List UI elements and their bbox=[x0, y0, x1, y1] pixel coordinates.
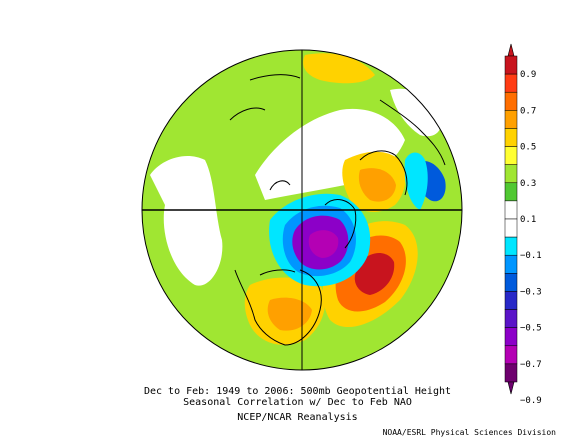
colorbar-top-arrow bbox=[507, 43, 515, 57]
colorbar-cell bbox=[504, 218, 518, 238]
colorbar-cell bbox=[504, 345, 518, 365]
credit-text: NOAA/ESRL Physical Sciences Division bbox=[382, 428, 556, 437]
field-negative-max bbox=[308, 230, 339, 258]
colorbar-cell bbox=[504, 309, 518, 328]
caption-title: Dec to Feb: 1949 to 2006: 500mb Geopoten… bbox=[143, 386, 452, 397]
colorbar-cell bbox=[504, 146, 518, 165]
colorbar-cell bbox=[504, 236, 518, 256]
colorbar-cell bbox=[504, 128, 518, 147]
colorbar-tick-label: 0.1 bbox=[520, 215, 536, 225]
colorbar-tick-label: −0.5 bbox=[520, 324, 542, 334]
field-negative-asia-ring bbox=[404, 152, 428, 210]
colorbar-cell bbox=[504, 55, 518, 75]
colorbar-bottom-arrow bbox=[507, 381, 515, 395]
colorbar-labels: 0.9 0.7 0.5 0.3 0.1 −0.1 −0.3 −0.5 −0.7 −0.9 bbox=[520, 70, 542, 406]
colorbar-cell bbox=[504, 200, 518, 220]
colorbar-cell bbox=[504, 164, 518, 184]
colorbar-cell bbox=[504, 273, 518, 292]
colorbar-tick-label: −0.7 bbox=[520, 360, 542, 370]
colorbar-tick-label: 0.9 bbox=[520, 70, 536, 80]
colorbar-tick-label: 0.5 bbox=[520, 143, 536, 153]
colorbar-tick-label: 0.7 bbox=[520, 106, 536, 116]
colorbar: 0.9 0.7 0.5 0.3 0.1 −0.1 −0.3 −0.5 −0.7 −0.9 bbox=[504, 43, 542, 406]
disk-border bbox=[141, 49, 463, 371]
field-positive-europe-core bbox=[358, 168, 396, 202]
hemisphere-disk bbox=[142, 50, 462, 370]
colorbar-tick-label: −0.1 bbox=[520, 251, 542, 261]
colorbar-cell bbox=[504, 363, 518, 383]
field-positive-atlantic-core bbox=[354, 253, 395, 295]
field-positive-top bbox=[303, 53, 375, 84]
colorbar-cell bbox=[504, 73, 518, 93]
field-positive-america-core bbox=[267, 297, 312, 331]
colorbar-cell bbox=[504, 91, 518, 111]
colorbar-cells bbox=[504, 55, 518, 383]
colorbar-cell bbox=[504, 110, 518, 129]
colorbar-cell bbox=[504, 254, 518, 274]
colorbar-tick-label: −0.3 bbox=[520, 287, 542, 297]
caption-subtitle: Seasonal Correlation w/ Dec to Feb NAO bbox=[183, 397, 412, 408]
caption-source: NCEP/NCAR Reanalysis bbox=[237, 412, 358, 423]
field-neutral-pacific bbox=[150, 155, 223, 286]
colorbar-cell bbox=[504, 291, 518, 310]
colorbar-tick-label: 0.3 bbox=[520, 179, 536, 189]
colorbar-tick-label: −0.9 bbox=[520, 396, 542, 406]
colorbar-cell bbox=[504, 327, 518, 347]
colorbar-cell bbox=[504, 182, 518, 202]
field-neutral-arctic bbox=[255, 108, 405, 200]
